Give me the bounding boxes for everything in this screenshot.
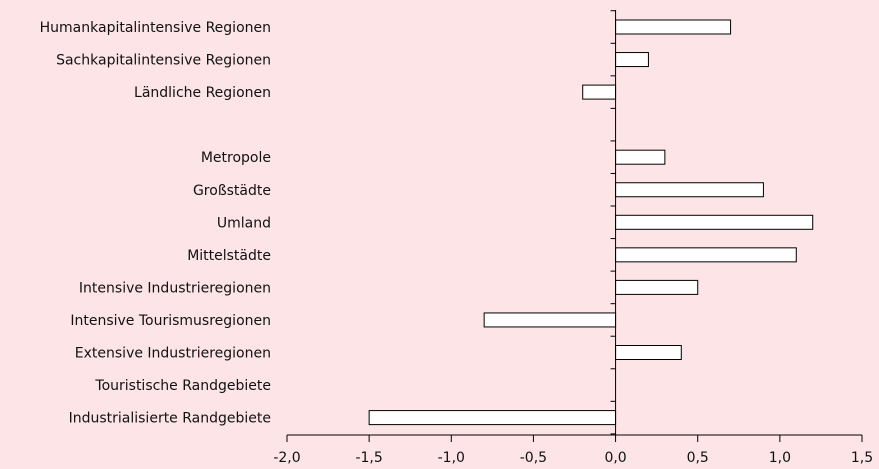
bar-6 xyxy=(615,214,814,230)
bar-0 xyxy=(615,19,732,35)
x-tick-label-6: 1,0 xyxy=(769,450,791,466)
bar-7 xyxy=(615,247,797,263)
bar-1 xyxy=(615,52,649,68)
category-label-2: Ländliche Regionen xyxy=(134,85,271,101)
bar-10 xyxy=(615,345,682,360)
bar-8 xyxy=(615,279,699,295)
bar-9 xyxy=(483,312,617,328)
x-tick-label-0: -2,0 xyxy=(273,450,300,466)
bar-2 xyxy=(582,84,617,100)
category-label-7: Mittelstädte xyxy=(187,248,271,264)
x-tick-label-2: -1,0 xyxy=(438,450,465,466)
category-label-0: Humankapitalintensive Regionen xyxy=(40,20,271,36)
category-label-12: Industrialisierte Randgebiete xyxy=(69,411,271,427)
category-label-10: Extensive Industrieregionen xyxy=(75,346,271,362)
category-labels: Humankapitalintensive Regionen Sachkapita… xyxy=(40,20,271,427)
bar-4 xyxy=(615,149,666,165)
x-tick-label-5: 0,5 xyxy=(687,450,709,466)
category-label-6: Umland xyxy=(217,215,271,231)
x-tick-labels: -2,0 -1,5 -1,0 -0,5 0,0 0,5 1,0 1,5 xyxy=(273,450,873,466)
category-label-9: Intensive Tourismusregionen xyxy=(70,313,271,329)
category-label-5: Großstädte xyxy=(193,183,271,199)
category-label-4: Metropole xyxy=(201,150,271,166)
x-tick-label-1: -1,5 xyxy=(355,450,382,466)
x-tick-label-3: -0,5 xyxy=(520,450,547,466)
category-label-1: Sachkapitalintensive Regionen xyxy=(56,53,271,69)
x-tick-label-4: 0,0 xyxy=(604,450,626,466)
x-tick-label-7: 1,5 xyxy=(851,450,873,466)
bars-layer xyxy=(368,19,814,426)
bar-12 xyxy=(368,410,617,426)
bar-5 xyxy=(615,182,764,198)
axes xyxy=(286,10,863,442)
category-label-8: Intensive Industrieregionen xyxy=(79,280,271,296)
category-label-11: Touristische Randgebiete xyxy=(94,378,271,394)
